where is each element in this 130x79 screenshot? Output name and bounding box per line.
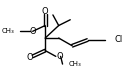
Text: Cl: Cl	[115, 35, 123, 44]
Text: O: O	[42, 7, 48, 16]
Text: CH₃: CH₃	[68, 61, 81, 67]
Text: O: O	[27, 53, 33, 62]
Text: CH₃: CH₃	[2, 28, 14, 34]
Text: O: O	[29, 27, 36, 36]
Text: O: O	[57, 52, 63, 61]
